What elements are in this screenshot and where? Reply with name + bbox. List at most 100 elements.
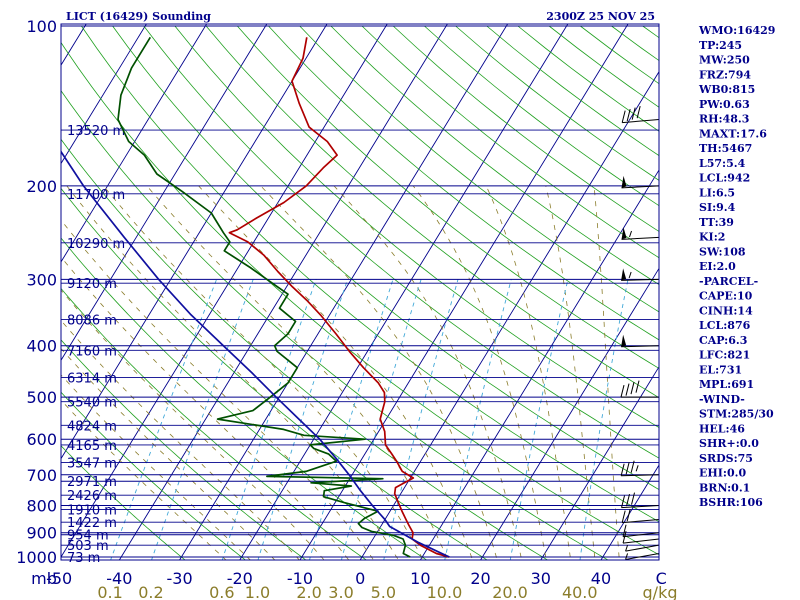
wind-barb-half [635,465,639,472]
wind-barb [622,524,660,538]
wind-barb-staff [622,519,660,524]
temperature-tick-label: 10 [410,569,430,588]
index-value: -PARCEL- [699,275,758,288]
index-value: EI:2.0 [699,260,736,273]
index-value: SRDS:75 [699,452,753,465]
dry-adiabat-line [205,25,659,399]
index-value: TT:39 [699,216,734,229]
height-level-label: 1910 m [67,504,117,519]
mixing-ratio-label: 1.0 [245,583,270,600]
index-value: CAP:6.3 [699,334,747,347]
height-level-label: 5540 m [67,396,117,411]
dry-adiabat-line [61,391,247,560]
wind-barb [621,227,660,240]
temperature-line [228,37,450,558]
dry-adiabat-line [81,25,659,523]
mixing-ratio-label: 3.0 [328,583,353,600]
dry-adiabat-line [143,25,659,459]
index-value: PW:0.63 [699,98,750,111]
index-value: L57:5.4 [699,157,746,170]
index-value: SW:108 [699,245,746,258]
dry-adiabat-line [112,25,659,491]
index-value: SHR+:0.0 [699,437,759,450]
height-level-label: 7160 m [67,344,117,359]
index-value: WMO:16429 [698,24,775,37]
wind-barb-flag [621,334,627,347]
index-value: FRZ:794 [699,68,751,81]
wind-barb-full [626,508,631,522]
height-level-label: 6314 m [67,371,117,386]
isotherm-line [61,24,328,460]
index-value: EHI:0.0 [699,467,746,480]
index-value: KI:2 [699,231,725,244]
pressure-tick-label: 400 [26,337,57,356]
pressure-tick-label: 100 [26,17,57,36]
wind-barb-half [625,553,629,560]
wind-barb-staff [621,345,660,348]
index-value: LCL:942 [699,172,750,185]
mixing-ratio-line [383,279,459,560]
wind-barb-half [629,230,632,238]
height-level-label: 4824 m [67,419,117,434]
pressure-tick-label: 600 [26,430,57,449]
dry-adiabat-line [61,187,488,560]
index-value: CINH:14 [699,304,753,317]
wind-barb-staff [621,474,660,477]
wind-barb-full [621,510,626,523]
wind-barb-full [631,492,636,505]
wind-barb-full [630,460,635,473]
index-value: WB0:815 [698,83,755,96]
wind-barb [625,544,660,552]
mixing-ratio-label: 0.1 [97,583,122,600]
index-value: HEL:46 [699,422,745,435]
wind-barb [625,553,660,560]
temperature-tick-label: 30 [531,569,551,588]
temperature-tick-label: -20 [227,569,253,588]
sounding-series [61,36,450,558]
wind-barb-full [635,380,640,393]
wind-barb [621,175,660,189]
temperature-tick-label: 20 [470,569,490,588]
height-level-label: 73 m [67,551,100,566]
pressure-tick-label: 500 [26,388,57,407]
index-value: MW:250 [699,54,750,67]
isotherm-line [61,24,268,362]
index-value: -WIND- [699,393,745,406]
wind-barb-staff [625,553,660,560]
wind-barb-flag [621,227,627,240]
mixing-ratio-label: 2.0 [296,583,321,600]
wind-barb-staff [622,538,660,544]
wind-barb-full [622,524,627,537]
isotherm-line [600,464,659,560]
wind-barb [621,105,660,124]
wind-barb-staff [625,544,660,552]
wind-barb-full [620,385,625,398]
wind-barb-full [620,463,625,476]
mixing-ratio-label: 10.0 [427,583,463,600]
pressure-tick-label: 200 [26,177,57,196]
height-level-label: 13520 m [67,124,125,139]
dry-adiabat-line [61,445,186,560]
wind-barb-staff [622,119,660,124]
mixing-ratio-line [309,279,394,560]
pressure-unit-label: mb [31,569,57,588]
wind-barb-flag [621,268,627,281]
index-value: MPL:691 [699,378,754,391]
height-level-label: 503 m [67,539,109,554]
height-level-label: 1422 m [67,516,117,531]
wind-barb-full [636,105,641,119]
wind-barb [621,334,660,348]
index-value: RH:48.3 [699,113,749,126]
index-value: BSHR:106 [699,496,763,509]
dry-adiabat-line [61,138,549,560]
mixing-ratio-label: 0.6 [209,583,234,600]
index-value: LCL:876 [699,319,751,332]
dry-adiabat-line [61,287,367,560]
isotherm-line [118,24,448,560]
height-level-label: 4165 m [67,439,117,454]
height-level-label: 2426 m [67,489,117,504]
temperature-tick-label: 40 [591,569,611,588]
height-level-label: 3547 m [67,457,117,472]
